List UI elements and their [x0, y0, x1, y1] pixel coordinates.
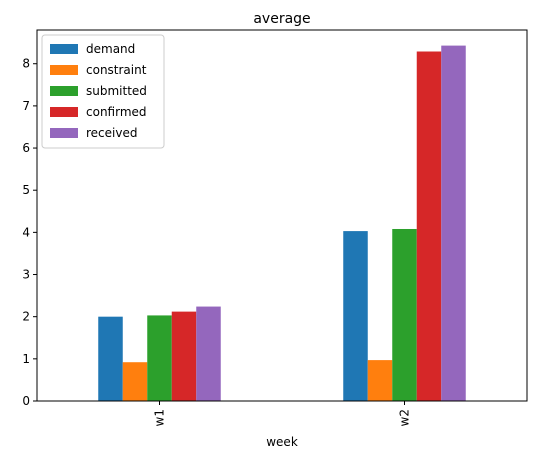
y-tick-label: 0: [22, 394, 30, 408]
bar-constraint-w2: [367, 360, 393, 401]
x-axis-title: week: [266, 435, 298, 449]
legend-swatch-demand: [50, 44, 78, 54]
y-axis: 0 1 2 3 4 5 6 7 8: [22, 57, 37, 408]
y-tick-label: 1: [22, 352, 30, 366]
legend-label-received: received: [86, 126, 137, 140]
x-axis: w1 w2: [153, 401, 412, 426]
bar-received-w1: [196, 306, 221, 401]
bars-group: [98, 45, 466, 401]
y-tick-label: 6: [22, 141, 30, 155]
bar-received-w2: [441, 45, 466, 401]
legend-swatch-received: [50, 128, 78, 138]
y-tick-label: 7: [22, 99, 30, 113]
bar-confirmed-w2: [416, 51, 442, 401]
plot-frame: [36, 29, 528, 402]
bar-submitted-w2: [392, 228, 417, 401]
bar-submitted-w1: [147, 315, 172, 401]
bar-confirmed-w1: [171, 311, 197, 401]
bar-demand-w1: [98, 316, 123, 401]
legend-label-demand: demand: [86, 42, 135, 56]
x-tick-label-w1: w1: [153, 409, 167, 426]
bar-constraint-w1: [122, 362, 148, 401]
legend-label-confirmed: confirmed: [86, 105, 147, 119]
legend-box: [41, 34, 165, 149]
bar-demand-w2: [343, 231, 368, 401]
chart-title: average: [253, 11, 310, 27]
x-tick-label-w2: w2: [398, 409, 412, 426]
y-tick-label: 8: [22, 57, 30, 71]
y-tick-label: 3: [22, 268, 30, 282]
y-tick-label: 4: [22, 225, 30, 239]
legend: demand constraint submitted confirmed receiv…: [41, 34, 165, 149]
y-tick-label: 2: [22, 310, 30, 324]
legend-swatch-submitted: [50, 86, 78, 96]
legend-swatch-constraint: [50, 65, 78, 75]
legend-label-submitted: submitted: [86, 84, 147, 98]
legend-label-constraint: constraint: [86, 63, 147, 77]
legend-swatch-confirmed: [50, 107, 78, 117]
y-tick-label: 5: [22, 183, 30, 197]
